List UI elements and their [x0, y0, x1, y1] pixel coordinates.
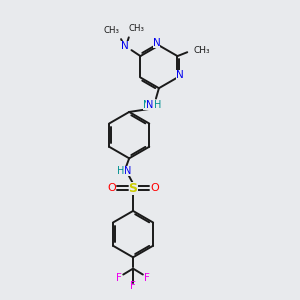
Text: N: N — [153, 38, 160, 48]
Text: H: H — [117, 166, 124, 176]
Text: O: O — [150, 183, 159, 193]
Text: H: H — [154, 100, 162, 110]
Text: F: F — [116, 272, 122, 283]
Text: N: N — [121, 41, 129, 51]
Text: NH: NH — [142, 100, 158, 110]
Text: S: S — [129, 182, 138, 194]
Text: CH₃: CH₃ — [103, 26, 120, 35]
Text: F: F — [130, 281, 136, 291]
Text: O: O — [107, 183, 116, 193]
Text: F: F — [144, 272, 150, 283]
Text: CH₃: CH₃ — [128, 24, 144, 33]
Text: N: N — [146, 100, 154, 110]
Text: N: N — [176, 70, 184, 80]
Text: N: N — [124, 166, 132, 176]
Text: CH₃: CH₃ — [194, 46, 210, 55]
